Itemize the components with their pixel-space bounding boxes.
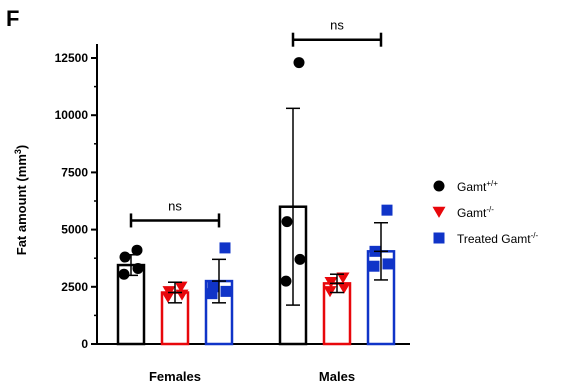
data-point-square: [382, 258, 394, 270]
data-point-circle: [131, 244, 143, 256]
data-point-circle: [433, 180, 445, 192]
y-axis-title: Fat amount (mm3): [13, 145, 29, 255]
y-tick-label: 12500: [55, 51, 89, 65]
data-point-square: [433, 232, 445, 244]
y-tick-label: 2500: [61, 280, 88, 294]
legend-label-main: Gamt: [457, 206, 487, 220]
legend-label: Gamt+/+: [457, 179, 498, 194]
data-point-circle: [281, 216, 293, 228]
annotations-layer: ns ns: [129, 18, 383, 228]
legend-label-sup: +/+: [486, 179, 498, 188]
data-point-circle: [293, 57, 305, 69]
legend-label-sup: -/-: [486, 205, 494, 214]
legend-label: Treated Gamt-/-: [457, 231, 538, 246]
y-axis-title-main: Fat amount (mm: [14, 154, 29, 255]
legend-label-main: Gamt: [457, 180, 487, 194]
data-point-square: [368, 260, 380, 272]
data-point-triangle: [324, 277, 338, 289]
y-axis-title-tail: ): [14, 145, 29, 149]
y-tick-label: 10000: [55, 108, 89, 122]
y-tick-label: 0: [81, 337, 88, 351]
panel-letter: F: [6, 6, 19, 31]
points-layer: [118, 57, 394, 303]
legend-label: Gamt-/-: [457, 205, 494, 220]
data-point-square: [206, 288, 218, 300]
legend-label-sup: -/-: [531, 231, 539, 240]
x-category-label: Females: [149, 369, 201, 384]
data-point-triangle: [337, 282, 351, 294]
data-point-circle: [280, 275, 292, 287]
error-bars-layer: [124, 107, 388, 306]
data-point-triangle: [336, 272, 350, 284]
y-tick-label: 5000: [61, 223, 88, 237]
significance-label: ns: [330, 18, 344, 33]
data-point-triangle: [432, 206, 446, 218]
data-point-square: [219, 242, 231, 254]
data-point-circle: [119, 251, 131, 263]
bars-layer: [116, 205, 396, 346]
data-point-triangle: [162, 286, 176, 298]
data-point-triangle: [174, 281, 188, 293]
legend-label-main: Treated Gamt: [457, 232, 531, 246]
x-category-label: Males: [319, 369, 355, 384]
y-tick-label: 7500: [61, 165, 88, 179]
y-axis-title-sup: 3: [13, 149, 23, 154]
axes: 0 2500 5000 7500 10000 12500 Females Males: [55, 44, 410, 384]
data-point-square: [207, 281, 219, 293]
data-point-square: [381, 204, 393, 216]
data-point-triangle: [323, 286, 337, 298]
data-point-circle: [118, 268, 130, 280]
data-point-square: [220, 285, 232, 297]
data-point-triangle: [175, 289, 189, 301]
data-point-circle: [294, 253, 306, 265]
data-point-triangle: [161, 291, 175, 303]
significance-label: ns: [168, 198, 182, 213]
legend: Gamt+/+Gamt-/-Treated Gamt-/-: [432, 179, 538, 246]
